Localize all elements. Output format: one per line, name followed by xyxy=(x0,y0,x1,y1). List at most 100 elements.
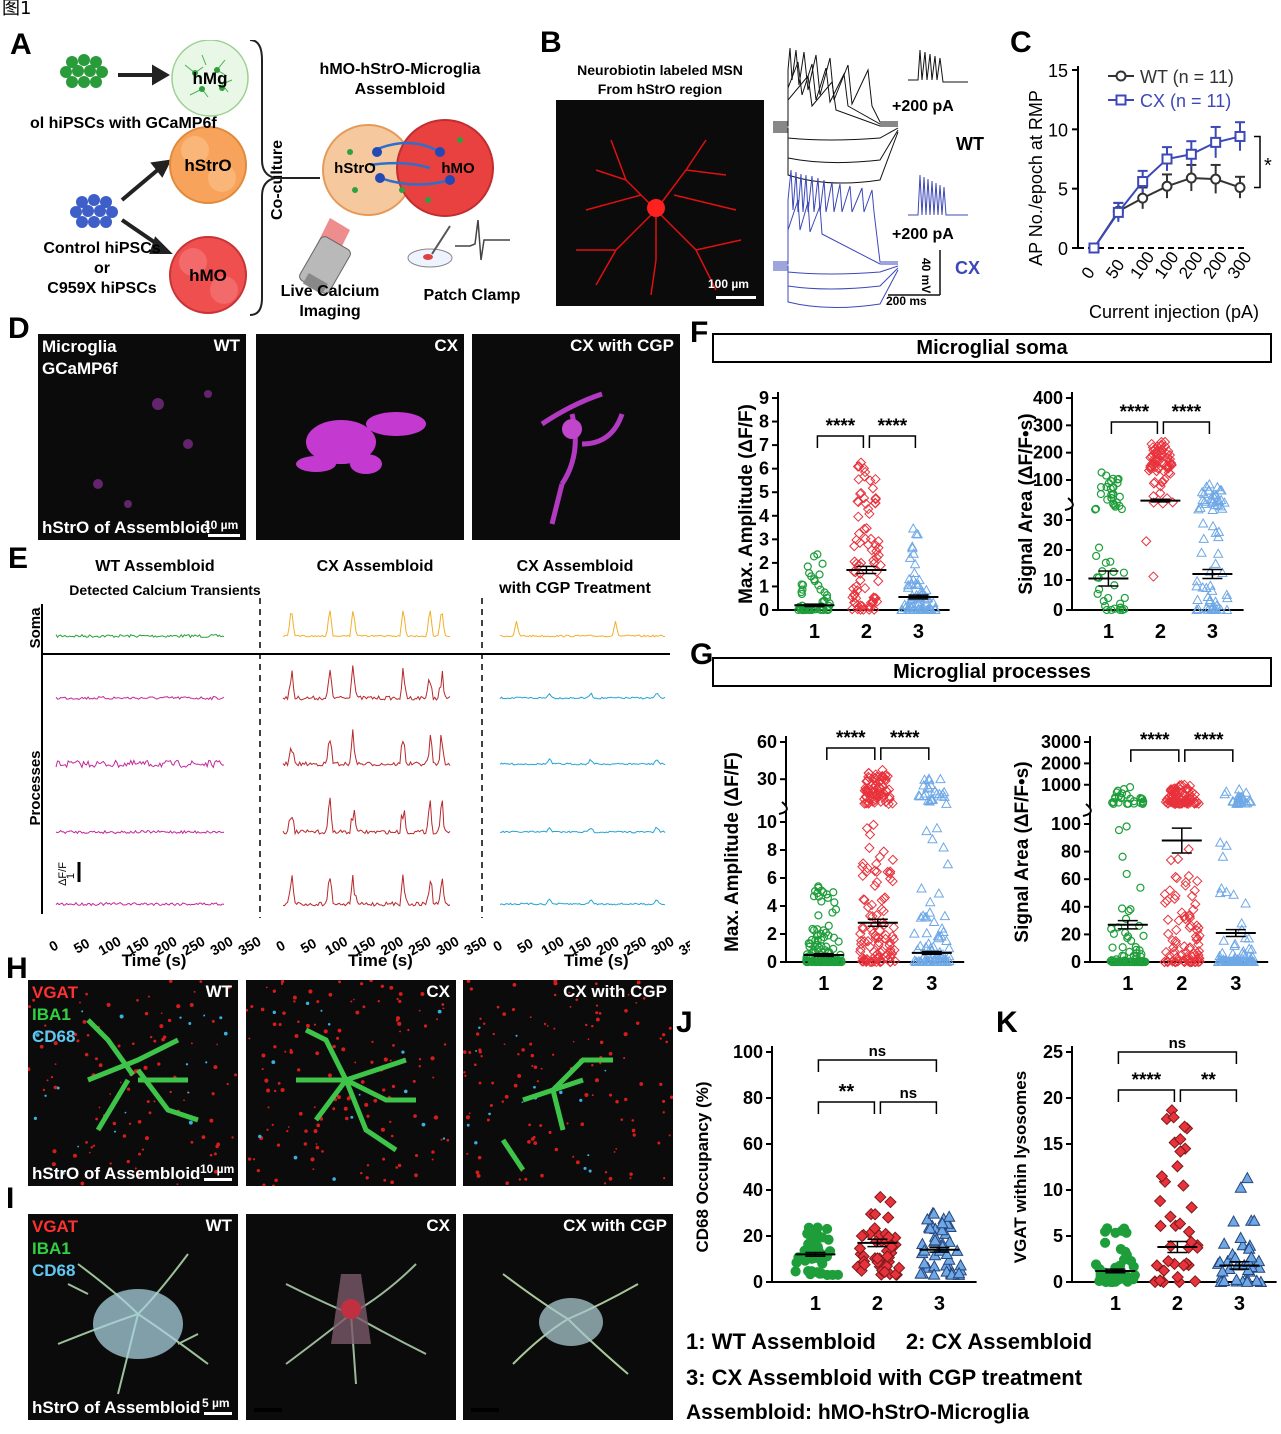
data-point xyxy=(1229,951,1241,962)
data-point xyxy=(1171,952,1183,963)
vgat-puncta xyxy=(575,998,578,1002)
data-point xyxy=(1217,1274,1231,1287)
vgat-puncta xyxy=(572,1040,575,1043)
data-point xyxy=(877,787,889,798)
vgat-puncta xyxy=(579,1098,583,1102)
vgat-puncta xyxy=(463,1050,467,1054)
vgat-puncta xyxy=(584,1023,588,1027)
vgat-puncta xyxy=(336,1095,341,1100)
data-point xyxy=(1241,797,1253,808)
significance-bracket xyxy=(816,435,865,448)
y-tick-label: 40 xyxy=(1061,897,1081,917)
data-point xyxy=(790,1266,801,1277)
vgat-puncta xyxy=(276,1143,281,1147)
vgat-puncta xyxy=(369,980,373,983)
vgat-puncta xyxy=(639,1082,644,1086)
y-tick-label: 0 xyxy=(753,1272,763,1292)
data-point xyxy=(1240,1171,1254,1184)
vgat-puncta xyxy=(553,981,558,986)
data-point xyxy=(1129,951,1138,960)
vgat-puncta xyxy=(397,1163,402,1168)
data-point xyxy=(1243,956,1255,966)
vgat-puncta xyxy=(280,980,285,984)
data-point xyxy=(1159,436,1171,448)
data-point xyxy=(927,1268,941,1280)
vgat-puncta xyxy=(599,1062,602,1065)
data-point xyxy=(1250,1274,1264,1286)
scale-bar-d xyxy=(208,534,240,537)
panel-label-e: E xyxy=(8,542,29,575)
data-point xyxy=(920,788,932,798)
y-tick-label: 40 xyxy=(743,1180,763,1200)
cx-label-h: CX xyxy=(426,982,450,1001)
data-point xyxy=(924,907,936,917)
calcium-trace xyxy=(499,692,666,700)
data-point xyxy=(887,798,898,809)
vgat-puncta xyxy=(189,1003,194,1007)
x-tick-label: 200 xyxy=(1199,248,1231,282)
data-point xyxy=(1177,1179,1190,1192)
vgat-puncta xyxy=(440,1138,443,1141)
data-point xyxy=(884,940,895,951)
vgat-puncta xyxy=(496,1005,500,1009)
data-point xyxy=(1118,852,1127,861)
vgat-puncta xyxy=(63,1009,67,1013)
vgat-puncta xyxy=(113,1130,117,1133)
vgat-puncta xyxy=(533,1065,538,1070)
significance-bracket xyxy=(1117,1051,1238,1064)
vgat-puncta xyxy=(364,1102,369,1107)
data-point xyxy=(1210,596,1221,606)
data-point xyxy=(1119,568,1129,577)
data-point xyxy=(1095,585,1104,594)
y-tick-label: 1 xyxy=(759,576,769,596)
x-tick-label: 1 xyxy=(1122,973,1133,995)
vgat-puncta xyxy=(530,1053,535,1058)
vgat-puncta xyxy=(414,1153,419,1158)
vgat-puncta xyxy=(420,992,425,996)
vgat-puncta xyxy=(216,1142,221,1147)
data-point xyxy=(829,888,838,897)
data-point xyxy=(878,1265,891,1279)
vgat-puncta xyxy=(44,1024,47,1027)
vgat-puncta xyxy=(594,982,598,986)
x-tick-label: 1 xyxy=(818,973,829,995)
data-point xyxy=(935,1223,949,1236)
data-point xyxy=(884,866,896,877)
data-point xyxy=(935,773,946,784)
data-point xyxy=(1197,494,1208,505)
live-imaging-label-1: Live Calcium xyxy=(281,283,380,300)
data-point xyxy=(1174,1145,1187,1158)
data-point xyxy=(1110,604,1119,613)
vgat-puncta xyxy=(668,1026,672,1030)
vgat-puncta xyxy=(595,1004,599,1007)
data-point xyxy=(871,956,882,968)
data-point xyxy=(1124,906,1133,916)
vgat-puncta xyxy=(128,1122,132,1125)
vgat-puncta xyxy=(373,1098,378,1103)
vgat-puncta xyxy=(313,1129,318,1134)
vgat-puncta xyxy=(85,992,88,996)
legend-marker xyxy=(1115,94,1127,106)
vgat-puncta xyxy=(580,1122,585,1127)
data-point xyxy=(880,933,891,945)
vgat-puncta xyxy=(280,1088,285,1093)
data-point xyxy=(1221,592,1233,603)
data-point xyxy=(910,578,922,588)
vgat-puncta xyxy=(466,1152,469,1155)
vgat-puncta xyxy=(293,1000,296,1003)
vgat-puncta xyxy=(271,1060,276,1065)
data-point xyxy=(1110,957,1119,967)
data-point xyxy=(1122,869,1131,879)
significance-label: ns xyxy=(1169,1035,1187,1052)
vgat-puncta xyxy=(350,1000,353,1003)
assembloid-hstro-label: hStrO xyxy=(334,160,376,177)
data-point xyxy=(1159,897,1171,908)
data-point xyxy=(892,1261,906,1275)
data-point xyxy=(1112,498,1121,507)
assembloid-title-2: Assembloid xyxy=(355,81,446,98)
vgat-puncta xyxy=(354,1061,357,1064)
x-tick-label: 2 xyxy=(1176,973,1187,995)
y-tick-label: 10 xyxy=(1043,1180,1063,1200)
data-point xyxy=(817,957,826,967)
y-tick-label: 5 xyxy=(1058,180,1068,200)
